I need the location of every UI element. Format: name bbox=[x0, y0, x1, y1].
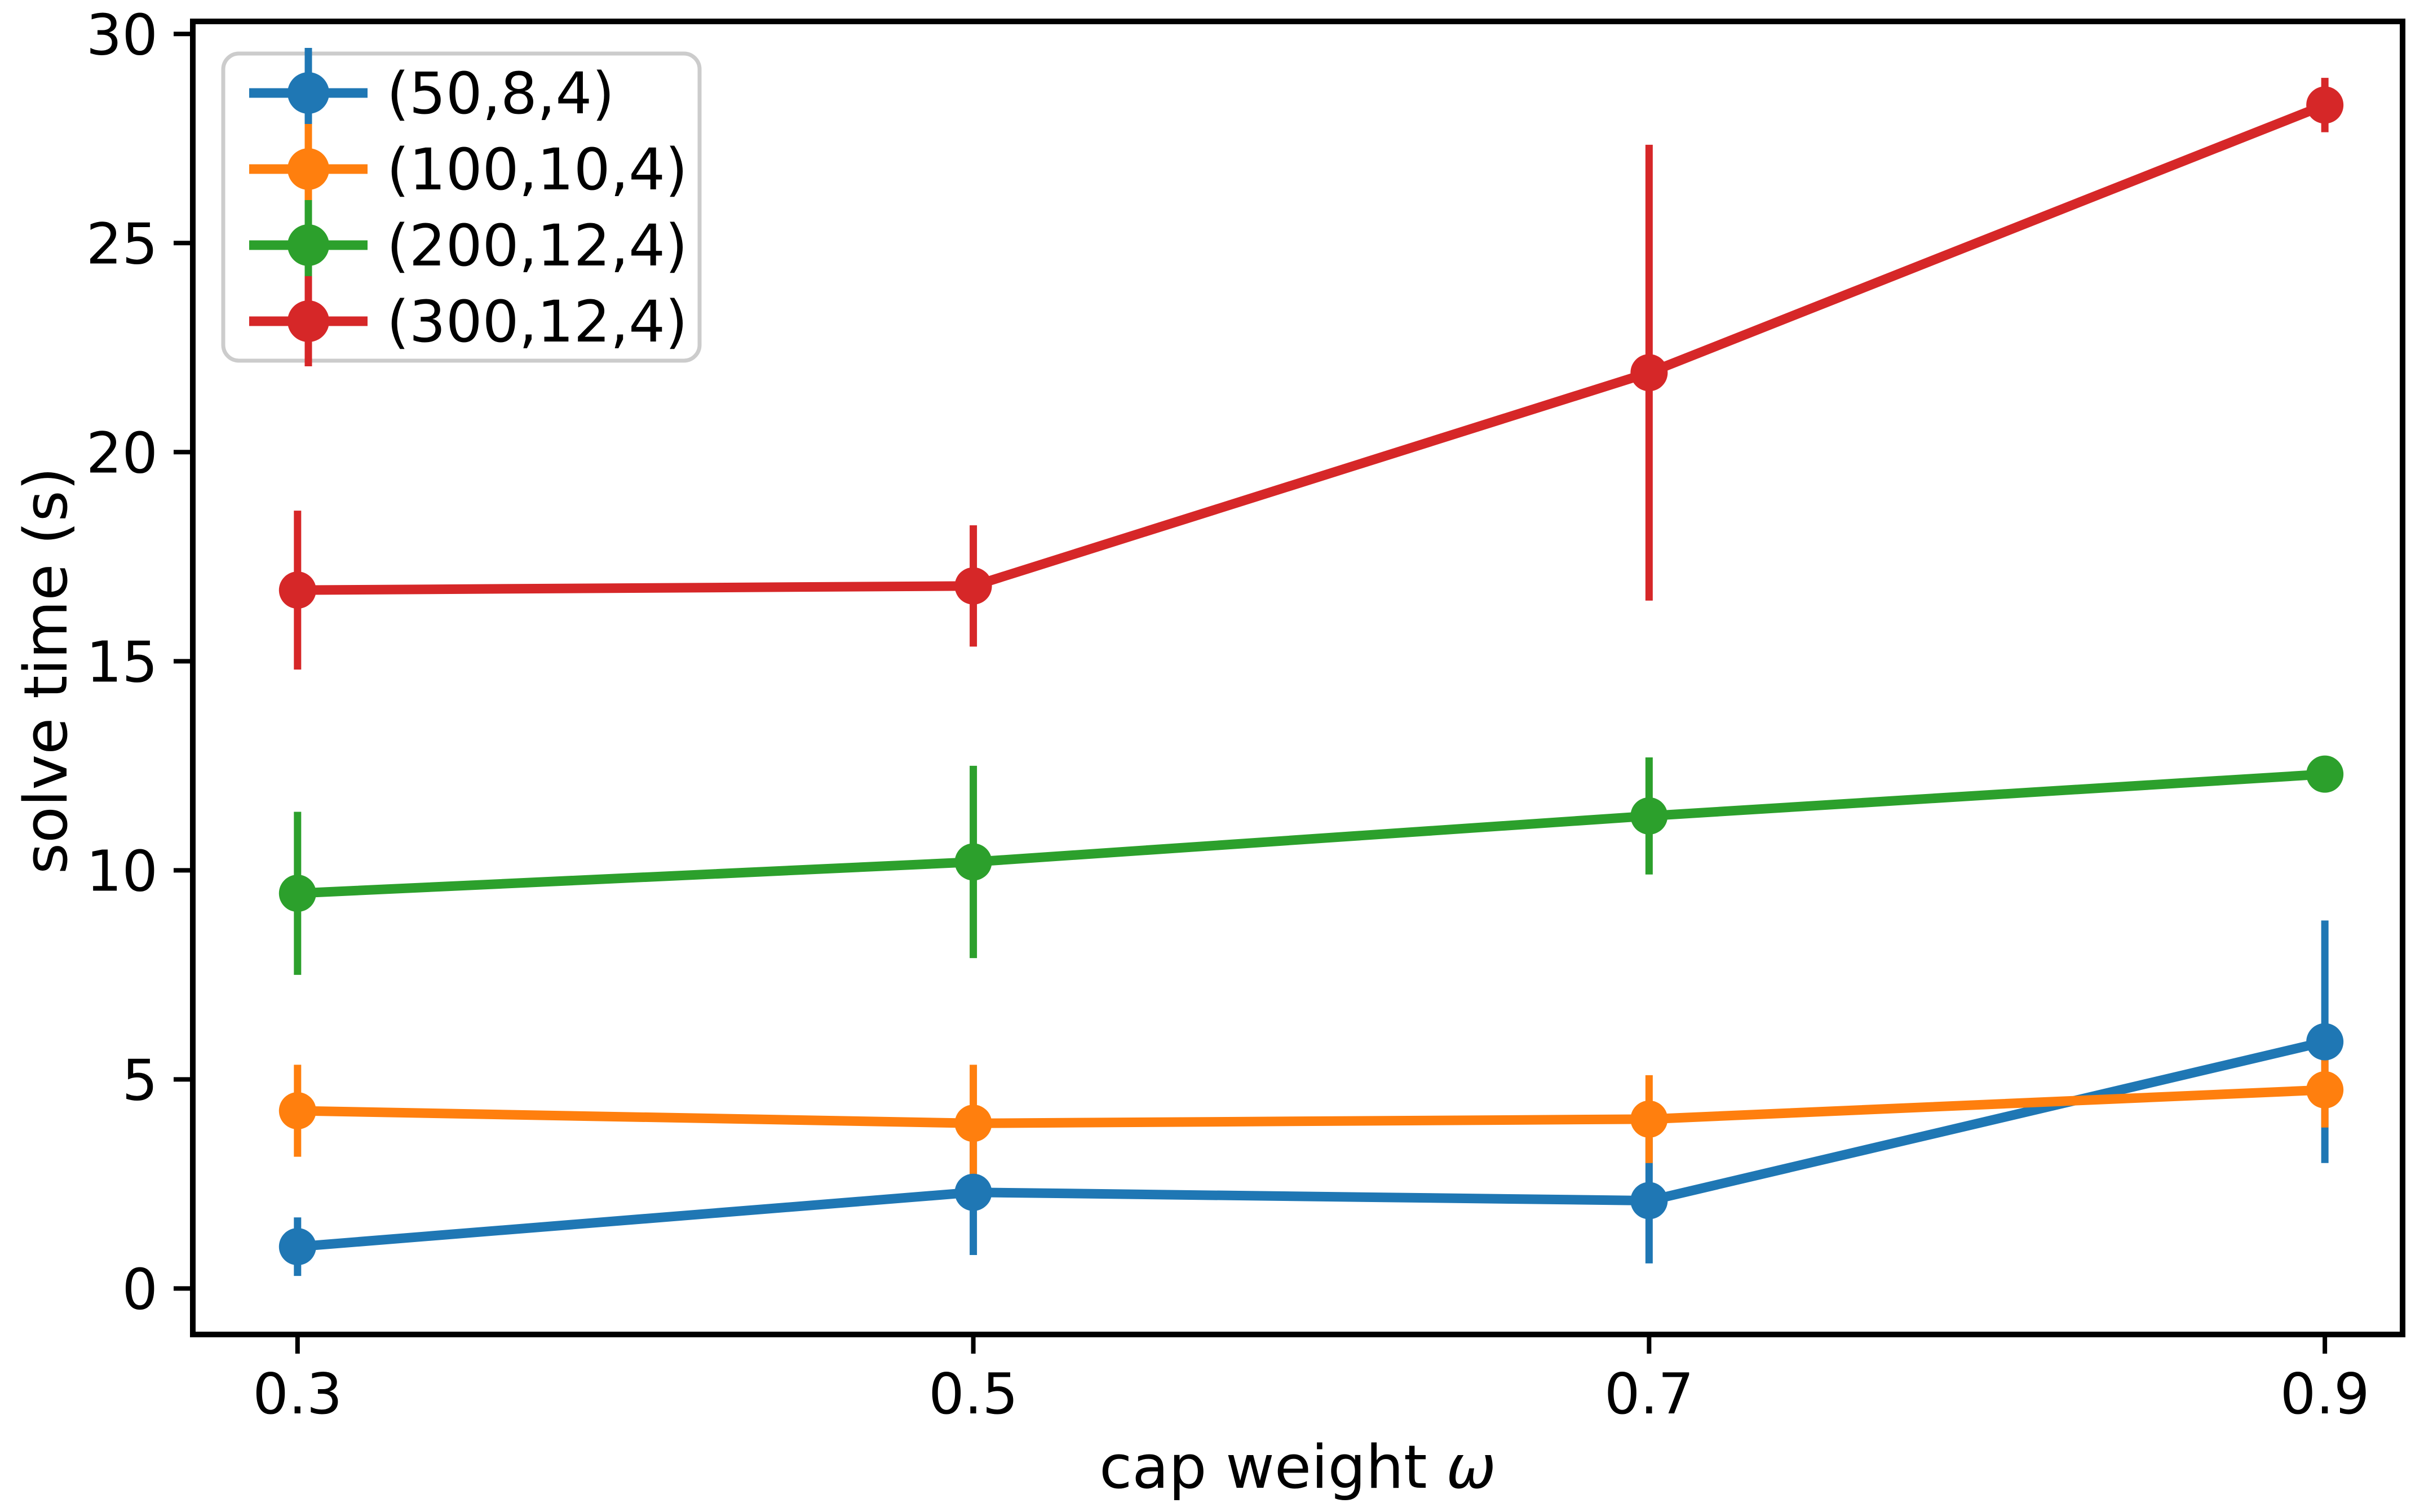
data-point-marker bbox=[1630, 354, 1668, 392]
data-point-marker bbox=[278, 571, 316, 609]
data-line bbox=[297, 1085, 2325, 1128]
data-point-marker bbox=[278, 1092, 316, 1130]
legend-label: (100,10,4) bbox=[387, 136, 688, 203]
legend-label: (300,12,4) bbox=[387, 289, 688, 356]
legend-marker-point bbox=[287, 224, 329, 266]
data-point-marker bbox=[1630, 1182, 1668, 1220]
x-tick-label: 0.9 bbox=[2280, 1361, 2370, 1427]
legend-box bbox=[221, 51, 702, 363]
data-point-marker bbox=[1630, 1100, 1668, 1138]
legend-marker-point bbox=[287, 148, 329, 190]
y-tick-label: 30 bbox=[86, 2, 158, 68]
data-point-marker bbox=[954, 843, 992, 881]
y-tick-label: 0 bbox=[122, 1256, 158, 1322]
data-point-marker bbox=[1630, 797, 1668, 835]
x-tick-label: 0.5 bbox=[928, 1361, 1018, 1427]
data-point-marker bbox=[2306, 755, 2344, 793]
plot-border bbox=[190, 19, 2405, 1337]
x-tick-label: 0.7 bbox=[1604, 1361, 1694, 1427]
y-tick-label: 5 bbox=[122, 1047, 158, 1113]
data-line bbox=[297, 1037, 2326, 1252]
data-point-marker bbox=[278, 1228, 316, 1266]
data-point-marker bbox=[954, 1173, 992, 1211]
data-point-marker bbox=[954, 567, 992, 605]
y-tick-label: 20 bbox=[86, 420, 158, 486]
data-point-marker bbox=[2306, 1071, 2344, 1108]
x-axis-label-text: cap weight ω bbox=[1099, 1433, 1496, 1502]
legend-marker-point bbox=[287, 72, 329, 114]
legend-marker-point bbox=[287, 300, 329, 342]
data-point-marker bbox=[2306, 86, 2344, 124]
y-tick-label: 10 bbox=[86, 838, 158, 904]
x-tick-label: 0.3 bbox=[253, 1361, 342, 1427]
legend-label: (50,8,4) bbox=[387, 60, 614, 127]
data-point-marker bbox=[954, 1105, 992, 1142]
data-line bbox=[297, 769, 2325, 898]
x-axis-label: cap weight ω bbox=[1099, 1433, 1496, 1502]
data-line bbox=[297, 100, 2327, 595]
data-point-marker bbox=[278, 875, 316, 912]
y-axis-label: solve time (s) bbox=[11, 467, 81, 874]
legend-label: (200,12,4) bbox=[387, 212, 688, 280]
y-tick-label: 25 bbox=[86, 211, 158, 277]
data-point-marker bbox=[2306, 1023, 2344, 1061]
y-tick-label: 15 bbox=[86, 629, 158, 695]
